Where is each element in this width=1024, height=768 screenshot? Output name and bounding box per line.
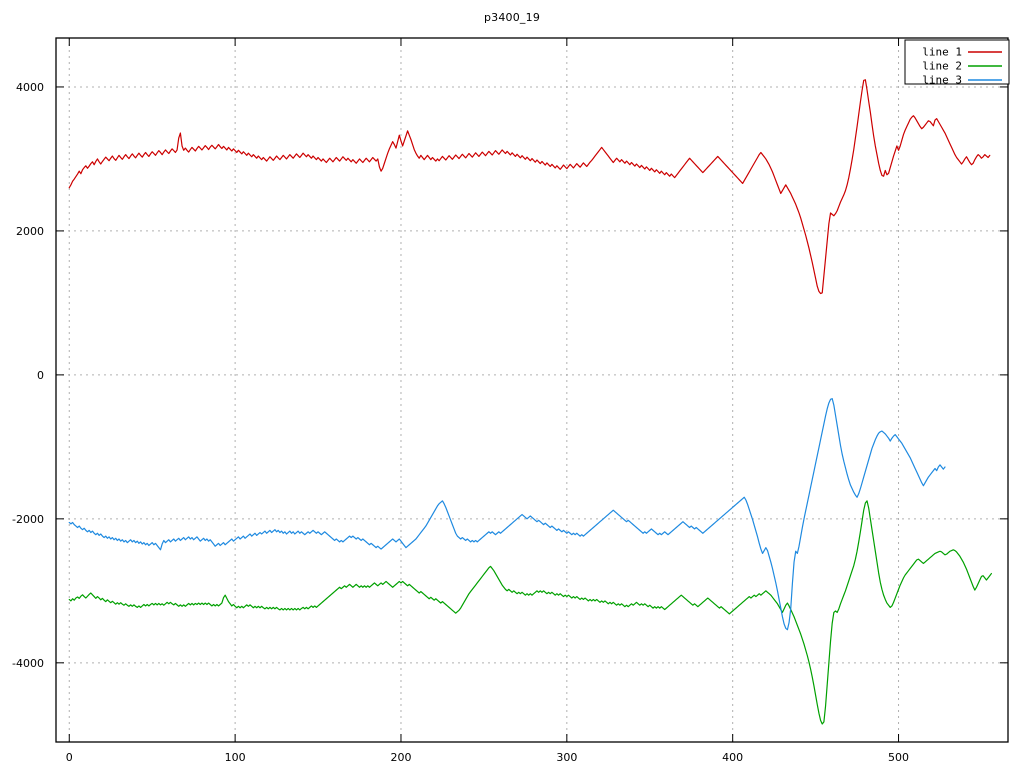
y-tick-labels: 4000 2000 0 -2000 -4000 [12,81,44,670]
x-tick-label: 400 [722,751,743,764]
axis-frame [55,37,1009,743]
y-tick-label: 4000 [16,81,44,94]
grid-lines [56,38,1008,742]
y-tick-label: 0 [37,369,44,382]
series-line-line-3 [68,398,946,631]
series-line-line-1 [68,79,991,295]
legend-frame [904,39,1010,85]
x-tick-label: 200 [390,751,411,764]
x-tick-labels: 0 100 200 300 400 500 [66,751,909,764]
legend-label: line 2 [922,60,962,73]
legend-label: line 1 [922,46,962,59]
y-tick-label: -2000 [12,513,44,526]
y-tick-label: 2000 [16,225,44,238]
x-tick-label: 0 [66,751,73,764]
data-series-group [68,79,993,725]
y-tick-label: -4000 [12,657,44,670]
chart-title: p3400_19 [483,11,541,24]
plot-border [55,37,1009,743]
x-tick-label: 100 [225,751,246,764]
legend-label: line 3 [922,74,962,87]
x-tick-label: 300 [556,751,577,764]
x-tick-label: 500 [888,751,909,764]
series-line-line-2 [68,500,993,725]
